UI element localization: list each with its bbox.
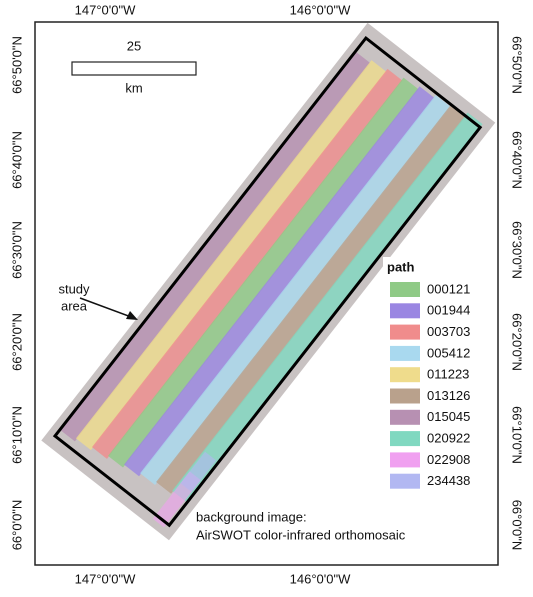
swath-strip — [156, 103, 467, 494]
study-area — [41, 22, 496, 541]
legend-swatch — [390, 324, 420, 340]
legend-swatch — [390, 473, 420, 489]
legend-label: 003703 — [427, 324, 470, 339]
legend-swatch — [390, 452, 420, 468]
legend-label: 015045 — [427, 409, 470, 424]
scale-bar — [71, 61, 197, 76]
legend-label: 000121 — [427, 281, 470, 296]
arrow — [79, 297, 135, 319]
swath-strip — [140, 95, 451, 485]
legend-label: 001944 — [427, 303, 470, 318]
latitude-label: 66°50'0"N — [510, 36, 525, 94]
legend-swatch — [390, 282, 420, 297]
legend-label: 234438 — [427, 473, 470, 488]
latitude-label: 66°40'0"N — [510, 131, 525, 189]
legend-label: 022908 — [427, 452, 470, 467]
annotation: area — [61, 298, 88, 313]
latitude-label: 66°30'0"N — [9, 221, 24, 279]
legend-title: path — [387, 259, 415, 274]
legend-swatch — [390, 367, 420, 383]
arrow-head — [126, 311, 138, 320]
scale-value: 25 — [127, 38, 141, 53]
longitude-label: 146°0'0"W — [290, 2, 351, 17]
latitude-label: 66°10'0"N — [510, 406, 525, 464]
caption: AirSWOT color-infrared orthomosaic — [196, 527, 406, 542]
annotation: study — [58, 281, 90, 296]
latitude-label: 66°0'0"N — [510, 500, 525, 551]
legend-label: 005412 — [427, 345, 470, 360]
legend-label: 011223 — [427, 367, 469, 382]
longitude-label: 146°0'0"W — [290, 571, 351, 586]
latitude-label: 66°20'0"N — [510, 313, 525, 371]
legend-label: 020922 — [427, 431, 470, 446]
latitude-label: 66°50'0"N — [9, 36, 24, 94]
swath-strip — [180, 451, 217, 492]
swath-strip — [124, 86, 435, 477]
latitude-label: 66°0'0"N — [9, 500, 24, 551]
swath-strip — [108, 77, 419, 468]
legend-swatch — [390, 409, 420, 425]
longitude-label: 147°0'0"W — [75, 571, 136, 586]
longitude-label: 147°0'0"W — [75, 2, 136, 17]
legend-swatch — [390, 303, 420, 319]
legend-swatch — [390, 431, 420, 447]
swath-strip — [91, 68, 403, 459]
study-area-outline — [52, 35, 483, 528]
latitude-label: 66°30'0"N — [510, 221, 525, 279]
latitude-label: 66°40'0"N — [9, 131, 24, 189]
caption: background image: — [196, 509, 307, 524]
legend-swatch — [390, 345, 420, 361]
swath-strip — [172, 112, 483, 503]
swath-strip — [75, 60, 387, 451]
latitude-label: 66°10'0"N — [9, 406, 24, 464]
latitude-label: 66°20'0"N — [9, 313, 24, 371]
swath-strip — [59, 51, 371, 442]
scale-unit: km — [125, 80, 142, 95]
legend-swatch — [390, 388, 420, 404]
legend-label: 013126 — [427, 388, 470, 403]
